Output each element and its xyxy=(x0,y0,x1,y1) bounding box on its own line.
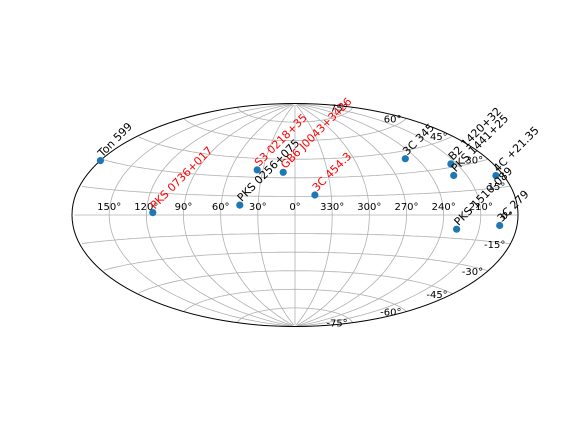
lat-tick-label: 45° xyxy=(430,132,448,143)
lat-tick-label: -75° xyxy=(326,319,347,330)
data-point xyxy=(311,191,319,199)
grid-lines xyxy=(74,103,518,327)
lon-tick-label: 300° xyxy=(357,202,381,213)
parallel-line xyxy=(103,251,488,271)
point-label: 3C 279 xyxy=(495,188,532,225)
lon-tick-label: 0° xyxy=(289,202,300,213)
lat-tick-label: 15° xyxy=(488,182,506,193)
lat-tick-label: 0° xyxy=(502,211,513,222)
data-point xyxy=(149,209,157,217)
parallel-line xyxy=(183,118,407,142)
lon-tick-label: 240° xyxy=(432,202,456,213)
lon-tick-label: 270° xyxy=(394,202,418,213)
parallel-line xyxy=(81,185,510,197)
point-label: 3C 454.3 xyxy=(310,150,354,194)
latitude-tick-labels: 75° 60° 45° 30° 15° 0° -15° -30° -45° -60° -75° xyxy=(326,103,513,329)
parallel-line xyxy=(237,107,354,123)
parallel-line xyxy=(103,159,488,179)
lat-tick-label: 75° xyxy=(330,103,348,114)
lon-tick-label: 90° xyxy=(175,202,193,213)
parallel-line xyxy=(138,135,453,160)
parallel-line xyxy=(138,270,453,295)
lon-tick-label: 120° xyxy=(134,202,158,213)
data-point xyxy=(96,157,104,165)
lon-tick-label: 330° xyxy=(320,202,344,213)
lon-tick-label: 150° xyxy=(97,202,121,213)
lat-tick-label: 30° xyxy=(465,155,483,166)
lon-tick-label: 60° xyxy=(212,202,230,213)
parallel-line xyxy=(81,233,510,245)
data-point xyxy=(453,225,461,233)
projection-boundary xyxy=(71,103,519,327)
lon-tick-label: 30° xyxy=(249,202,267,213)
parallel-line xyxy=(237,307,354,323)
lat-tick-label: -30° xyxy=(462,267,483,278)
data-point xyxy=(401,155,409,163)
data-point xyxy=(279,168,287,176)
data-points xyxy=(96,155,504,233)
data-point xyxy=(236,201,244,209)
data-point xyxy=(253,166,261,174)
longitude-tick-labels: 150° 120° 90° 60° 30° 0° 330° 300° 270° 240° 210° xyxy=(97,202,493,213)
lon-tick-label: 210° xyxy=(469,202,493,213)
data-point xyxy=(496,221,504,230)
data-point xyxy=(492,172,500,180)
lat-tick-label: -45° xyxy=(426,290,447,301)
data-point xyxy=(450,171,458,180)
parallel-line xyxy=(183,288,407,312)
lat-tick-label: 60° xyxy=(384,114,402,125)
data-point xyxy=(447,160,455,168)
lat-tick-label: -15° xyxy=(484,240,505,251)
lat-tick-label: -60° xyxy=(380,308,401,319)
